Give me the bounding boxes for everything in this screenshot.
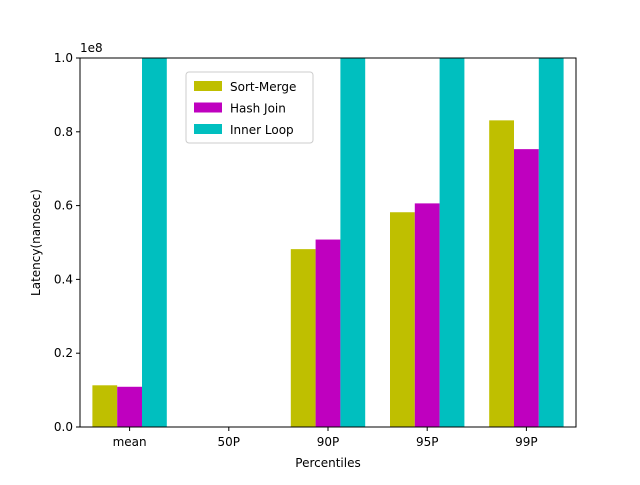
x-tick-label: 95P — [416, 435, 439, 449]
bar-inner-loop-95p — [439, 58, 465, 427]
legend-swatch — [194, 102, 222, 113]
x-axis: mean 50P 90P 95P 99P — [113, 427, 538, 449]
legend-label: Inner Loop — [230, 123, 294, 137]
bar-hash-join-99p — [514, 149, 539, 427]
y-tick-label: 1.0 — [54, 51, 73, 65]
legend-label: Hash Join — [230, 102, 286, 116]
bar-hash-join-95p — [414, 203, 440, 427]
bar-hash-join-90p — [315, 239, 341, 427]
bar-sort-merge-99p — [489, 120, 514, 428]
legend-label: Sort-Merge — [230, 80, 296, 94]
y-tick-label: 0.6 — [54, 199, 73, 213]
y-offset-label: 1e8 — [80, 41, 103, 55]
bar-sort-merge-mean — [92, 385, 118, 427]
x-tick-label: mean — [113, 435, 147, 449]
bar-inner-loop-99p — [538, 58, 564, 427]
bar-inner-loop-90p — [340, 58, 366, 427]
legend: Sort-Merge Hash Join Inner Loop — [185, 71, 314, 144]
y-axis: 0.0 0.2 0.4 0.6 0.8 1.0 — [54, 51, 80, 434]
bar-hash-join-mean — [117, 386, 142, 427]
bars-layer — [92, 58, 564, 428]
x-tick-label: 99P — [515, 435, 538, 449]
y-tick-label: 0.2 — [54, 346, 73, 360]
y-axis-label: Latency(nanosec) — [29, 189, 43, 296]
bar-sort-merge-90p — [290, 249, 316, 427]
legend-swatch — [194, 124, 222, 134]
bar-sort-merge-95p — [390, 212, 415, 427]
legend-swatch — [194, 81, 222, 91]
y-tick-label: 0.4 — [54, 272, 73, 286]
y-tick-label: 0.0 — [54, 420, 73, 434]
x-tick-label: 50P — [218, 435, 241, 449]
bar-inner-loop-mean — [142, 58, 167, 427]
x-tick-label: 90P — [317, 435, 340, 449]
y-tick-label: 0.8 — [54, 125, 73, 139]
x-axis-label: Percentiles — [295, 456, 360, 470]
